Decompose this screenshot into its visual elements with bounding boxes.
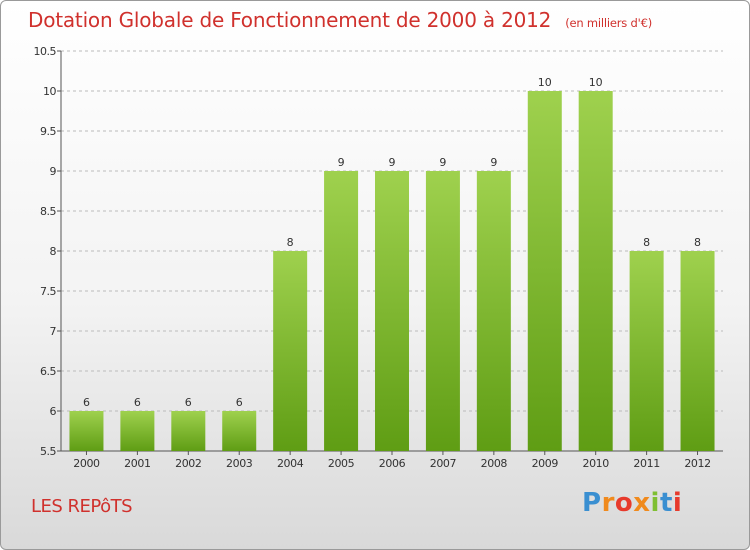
commune-name: LES REPôTS — [31, 496, 133, 517]
data-label: 9 — [338, 156, 345, 169]
x-tick-label: 2011 — [633, 457, 659, 470]
chart-unit-note: (en milliers d'€) — [565, 16, 653, 30]
data-label: 9 — [439, 156, 446, 169]
y-tick-label: 10.5 — [34, 45, 57, 58]
bar — [425, 171, 460, 451]
proxiti-logo[interactable]: Proxiti — [582, 488, 683, 518]
x-tick-label: 2000 — [73, 457, 100, 470]
x-tick-label: 2006 — [379, 457, 406, 470]
y-tick-label: 9 — [50, 165, 57, 178]
bar — [476, 171, 511, 451]
chart-title: Dotation Globale de Fonctionnement de 20… — [28, 8, 652, 32]
y-tick-label: 9.5 — [40, 125, 56, 138]
bar — [120, 411, 155, 451]
data-label: 6 — [134, 396, 141, 409]
bar — [375, 171, 409, 451]
y-tick-label: 6.5 — [40, 365, 56, 378]
data-labels: 6 6 6 6 8 9 9 9 9 10 10 8 8 — [83, 76, 701, 409]
y-tick-label: 7.5 — [40, 285, 56, 298]
y-tick-label: 8.5 — [40, 205, 56, 218]
bar — [69, 411, 104, 451]
x-tick-label: 2001 — [124, 457, 150, 470]
x-tick-label: 2010 — [582, 457, 609, 470]
x-tick-label: 2003 — [226, 457, 253, 470]
data-label: 6 — [83, 396, 90, 409]
x-tick-label: 2005 — [328, 457, 355, 470]
y-tick-label: 5.5 — [40, 445, 56, 458]
data-label: 6 — [236, 396, 243, 409]
bar — [222, 411, 257, 451]
data-label: 6 — [185, 396, 192, 409]
bar — [527, 91, 562, 451]
data-label: 9 — [490, 156, 497, 169]
bar — [680, 251, 715, 451]
x-tick-labels: 2000 2001 2002 2003 2004 2005 2006 2007 2008 2009… — [73, 457, 711, 470]
bar — [273, 251, 308, 451]
data-label: 9 — [389, 156, 396, 169]
y-tick-label: 10 — [43, 85, 56, 98]
y-tick-label: 7 — [50, 325, 57, 338]
chart-title-text: Dotation Globale de Fonctionnement de 20… — [28, 8, 552, 32]
data-label: 10 — [589, 76, 603, 89]
x-tick-label: 2002 — [175, 457, 201, 470]
bar — [324, 171, 359, 451]
bar — [629, 251, 664, 451]
y-tick-label: 6 — [50, 405, 57, 418]
data-label: 8 — [287, 236, 294, 249]
bar — [171, 411, 206, 451]
x-tick-label: 2012 — [684, 457, 710, 470]
x-tick-label: 2007 — [430, 457, 457, 470]
x-tick-label: 2009 — [532, 457, 559, 470]
x-tick-label: 2008 — [481, 457, 508, 470]
x-tick-label: 2004 — [277, 457, 304, 470]
y-tick-labels: 5.5 6 6.5 7 7.5 8 8.5 9 9.5 10 10.5 — [34, 45, 58, 458]
data-label: 8 — [694, 236, 701, 249]
bar — [578, 91, 613, 451]
data-label: 10 — [538, 76, 552, 89]
y-tick-label: 8 — [50, 245, 57, 258]
bars — [69, 91, 715, 451]
data-label: 8 — [643, 236, 650, 249]
